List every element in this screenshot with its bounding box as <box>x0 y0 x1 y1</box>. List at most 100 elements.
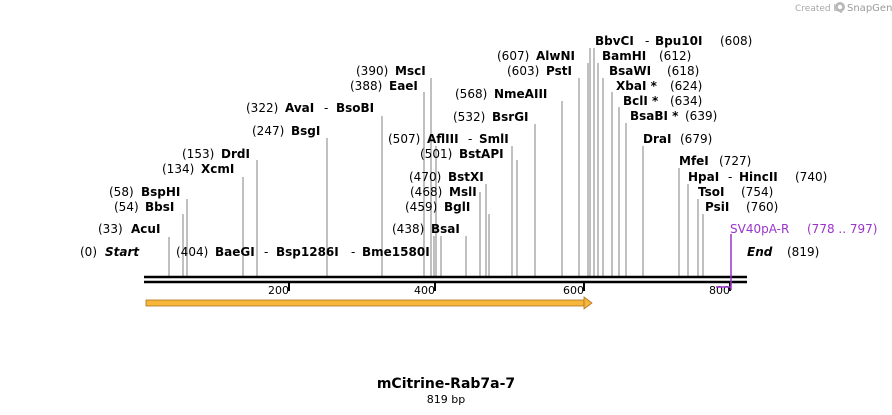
enzyme-name: AlwNI <box>536 49 575 63</box>
enzyme-name: DrdI <box>221 147 250 161</box>
site-position: (134) <box>162 162 194 176</box>
enzyme-name: BaeGI <box>215 245 255 259</box>
site-position: (607) <box>497 49 529 63</box>
svg-text:-: - <box>728 170 732 184</box>
tick-label-600: 600 <box>563 284 584 297</box>
site-position: (608) <box>720 34 752 48</box>
site-position: (438) <box>392 222 424 236</box>
enzyme-name: BstXI <box>448 170 484 184</box>
enzyme-bsphi[interactable]: (58) BspHI <box>109 185 180 199</box>
enzyme-name: BglI <box>444 200 470 214</box>
site-position: (754) <box>741 185 773 199</box>
enzyme-bbsi[interactable]: (54) BbsI <box>114 200 174 214</box>
site-position: (603) <box>507 64 539 78</box>
site-position: (507) <box>388 132 420 146</box>
enzyme-msci[interactable]: (390) MscI <box>356 64 426 78</box>
tick-label-800: 800 <box>709 284 730 297</box>
start-label: Start <box>105 245 140 259</box>
site-position: (58) <box>109 185 134 199</box>
site-position: (639) <box>685 109 717 123</box>
enzyme-name: BsaBI * <box>630 109 679 123</box>
enzyme-name: TsoI <box>698 185 724 199</box>
enzyme-xcmi[interactable]: (134) XcmI <box>162 162 234 176</box>
enzyme-name: XcmI <box>201 162 234 176</box>
site-position: (740) <box>795 170 827 184</box>
enzyme-afliii[interactable]: (507) AflIII - SmlI <box>388 132 509 146</box>
enzyme-bstapi[interactable]: (501) BstAPI <box>420 147 504 161</box>
enzyme-bsai[interactable]: (438) BsaI <box>392 222 460 236</box>
enzyme-baegi[interactable]: (404) BaeGI - Bsp1286I - Bme1580I <box>176 245 430 259</box>
enzyme-avai[interactable]: (322) AvaI - BsoBI <box>246 101 374 115</box>
enzyme-alt-name: Bsp1286I <box>276 245 339 259</box>
svg-text:-: - <box>645 34 649 48</box>
site-leader-lines <box>168 48 704 276</box>
enzyme-tsoi[interactable]: TsoI (754) <box>698 185 773 199</box>
enzyme-psii[interactable]: PsiI (760) <box>705 200 778 214</box>
enzyme-name: BclI * <box>623 94 659 108</box>
end-label: End <box>747 245 773 259</box>
enzyme-mfei[interactable]: MfeI (727) <box>679 154 751 168</box>
enzyme-bcli[interactable]: BclI * (634) <box>623 94 702 108</box>
dna-backbone <box>144 275 747 284</box>
primer-name: SV40pA-R <box>730 222 789 236</box>
site-position: (760) <box>746 200 778 214</box>
enzyme-bsabi[interactable]: BsaBI * (639) <box>630 109 717 123</box>
enzyme-name: BbsI <box>145 200 174 214</box>
svg-text:-: - <box>264 245 268 259</box>
enzyme-name: DraI <box>643 132 671 146</box>
enzyme-hpai[interactable]: HpaI - HincII (740) <box>688 170 827 184</box>
site-position: (727) <box>719 154 751 168</box>
enzyme-name: BamHI <box>602 49 646 63</box>
enzyme-eaei[interactable]: (388) EaeI <box>350 79 418 93</box>
site-position: (388) <box>350 79 382 93</box>
site-position: (153) <box>182 147 214 161</box>
enzyme-name: MscI <box>395 64 426 78</box>
enzyme-name: NmeAIII <box>494 87 547 101</box>
site-position: (618) <box>667 64 699 78</box>
tick-label-200: 200 <box>268 284 289 297</box>
enzyme-bamhi[interactable]: BamHI (612) <box>602 49 691 63</box>
enzyme-bsgi[interactable]: (247) BsgI <box>252 124 320 138</box>
enzyme-drdi[interactable]: (153) DrdI <box>182 147 250 161</box>
svg-text:-: - <box>351 245 355 259</box>
enzyme-psti[interactable]: (603) PstI <box>507 64 572 78</box>
end-pos: (819) <box>787 245 819 259</box>
site-position: (468) <box>410 185 442 199</box>
site-position: (390) <box>356 64 388 78</box>
enzyme-alt-name: SmlI <box>479 132 509 146</box>
enzyme-msli[interactable]: (468) MslI <box>410 185 477 199</box>
site-position: (501) <box>420 147 452 161</box>
enzyme-name: AvaI <box>285 101 314 115</box>
site-position: (459) <box>405 200 437 214</box>
enzyme-bstxi[interactable]: (470) BstXI <box>409 170 484 184</box>
enzyme-bsrgi[interactable]: (532) BsrGI <box>453 110 529 124</box>
enzyme-alt-name: BsoBI <box>336 101 374 115</box>
enzyme-alwni[interactable]: (607) AlwNI <box>497 49 575 63</box>
enzyme-xbai[interactable]: XbaI * (624) <box>616 79 702 93</box>
enzyme-alt-name: Bpu10I <box>655 34 702 48</box>
site-position: (404) <box>176 245 208 259</box>
enzyme-drai[interactable]: DraI (679) <box>643 132 712 146</box>
credit-prefix: Created by <box>795 4 845 14</box>
enzyme-name: PsiI <box>705 200 729 214</box>
enzyme-bgli[interactable]: (459) BglI <box>405 200 470 214</box>
ruler-ticks <box>288 283 731 291</box>
site-position: (322) <box>246 101 278 115</box>
enzyme-bsawi[interactable]: BsaWI (618) <box>609 64 699 78</box>
feature-arrow[interactable] <box>145 296 593 310</box>
site-position: (33) <box>98 222 123 236</box>
enzyme-bbvci[interactable]: BbvCI - Bpu10I (608) <box>595 34 752 48</box>
sequence-length: 819 bp <box>427 393 465 406</box>
enzyme-acui[interactable]: (33) AcuI <box>98 222 160 236</box>
enzyme-name: EaeI <box>389 79 418 93</box>
primer-sv40pa-r[interactable]: SV40pA-R (778 .. 797) <box>716 222 877 290</box>
enzyme-nmeaiii[interactable]: (568) NmeAIII <box>455 87 547 101</box>
enzyme-alt-name-2: Bme1580I <box>362 245 430 259</box>
enzyme-name: BbvCI <box>595 34 634 48</box>
site-position: (612) <box>659 49 691 63</box>
tick-label-400: 400 <box>414 284 435 297</box>
site-position: (470) <box>409 170 441 184</box>
svg-text:-: - <box>468 132 472 146</box>
start-pos: (0) <box>80 245 97 259</box>
